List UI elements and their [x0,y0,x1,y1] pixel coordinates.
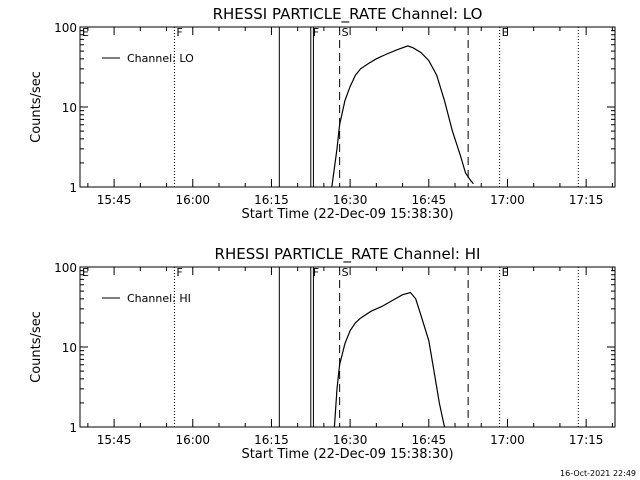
x-tick-label: 17:00 [490,193,525,207]
legend-label: Channel: LO [127,52,194,65]
x-tick-label: 16:15 [254,193,289,207]
event-marker-label: E [502,26,509,39]
event-marker-label: F [313,266,319,279]
event-marker-label: S [342,26,349,39]
x-tick-label: 16:00 [175,193,210,207]
y-tick-label: 1 [69,181,77,195]
edge-marker-label: E [82,266,89,279]
y-tick-label: 1 [69,421,77,435]
event-marker-label: F [313,26,319,39]
x-axis-label: Start Time (22-Dec-09 15:38:30) [241,207,453,222]
x-tick-label: 17:15 [569,193,604,207]
y-axis-label: Counts/sec [29,71,44,143]
series-line [331,45,474,188]
event-marker-label: F [176,26,182,39]
y-tick-label: 10 [62,101,77,115]
event-marker-label: E [502,266,509,279]
legend-label: Channel: HI [127,292,191,305]
y-tick-label: 100 [54,21,77,35]
plot-timestamp: 16-Oct-2021 22:49 [560,469,636,478]
x-tick-label: 17:00 [490,433,525,447]
x-tick-label: 16:30 [333,193,368,207]
series-line [333,291,446,428]
x-tick-label: 16:45 [412,433,447,447]
chart-title: RHESSI PARTICLE_RATE Channel: LO [213,5,483,24]
y-tick-label: 100 [54,261,77,275]
x-tick-label: 16:00 [175,433,210,447]
chart-title: RHESSI PARTICLE_RATE Channel: HI [215,245,481,264]
x-tick-label: 16:15 [254,433,289,447]
x-axis-label: Start Time (22-Dec-09 15:38:30) [241,447,453,462]
event-marker-label: S [342,266,349,279]
chart-panel-1: RHESSI PARTICLE_RATE Channel: LO 15:45 16:… [29,5,616,222]
x-tick-label: 16:30 [333,433,368,447]
x-tick-label: 15:45 [97,193,132,207]
x-tick-label: 15:45 [97,433,132,447]
event-marker-label: F [176,266,182,279]
edge-marker-label: E [82,26,89,39]
x-tick-label: 16:45 [412,193,447,207]
y-tick-label: 10 [62,341,77,355]
chart-panel-2: RHESSI PARTICLE_RATE Channel: HI 15:45 16:… [29,245,616,462]
y-axis-label: Counts/sec [29,311,44,383]
x-tick-label: 17:15 [569,433,604,447]
